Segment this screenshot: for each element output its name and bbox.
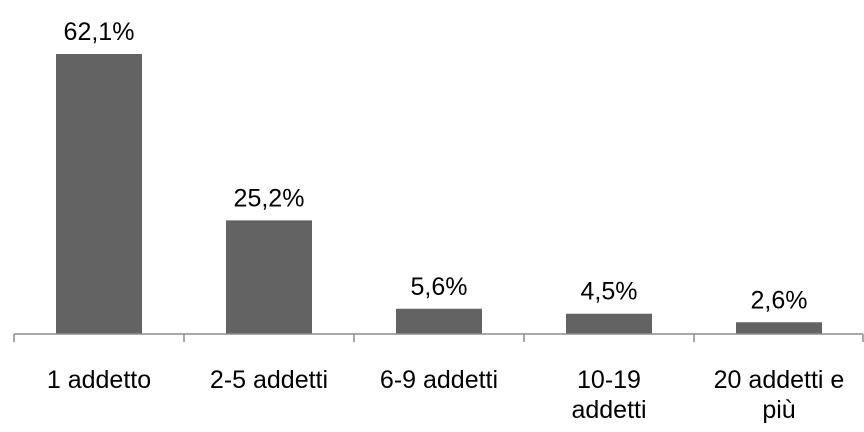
x-tick-label-line: 6-9 addetti — [380, 366, 498, 394]
x-axis — [13, 333, 864, 342]
x-tick-label-line: 20 addetti e — [714, 366, 845, 394]
x-tick-label: 20 addetti e più — [714, 366, 845, 424]
bar — [56, 54, 142, 334]
data-label: 62,1% — [64, 18, 135, 46]
x-tick-label-line: 10-19 — [577, 366, 641, 394]
x-tick-label: 10-19 addetti — [571, 366, 646, 424]
bars — [56, 54, 822, 334]
data-label: 2,6% — [751, 286, 808, 314]
data-label: 4,5% — [581, 278, 638, 306]
bar — [226, 220, 312, 334]
x-tick-label-line: 1 addetto — [47, 366, 151, 394]
x-tick-label-line: addetti — [571, 396, 646, 424]
data-label: 25,2% — [234, 184, 305, 212]
bar — [736, 322, 822, 334]
x-tick-label: 1 addetto — [47, 366, 151, 394]
x-tick-label: 6-9 addetti — [380, 366, 498, 394]
x-tick-label-line: 2-5 addetti — [210, 366, 328, 394]
x-tick-label-line: più — [762, 396, 795, 424]
labels: 62,1% 25,2% 5,6% 4,5% 2,6% 1 addetto 2-5 addet… — [47, 18, 844, 424]
data-label: 5,6% — [411, 273, 468, 301]
x-tick-label: 2-5 addetti — [210, 366, 328, 394]
bar — [566, 313, 652, 334]
bar — [396, 308, 482, 334]
